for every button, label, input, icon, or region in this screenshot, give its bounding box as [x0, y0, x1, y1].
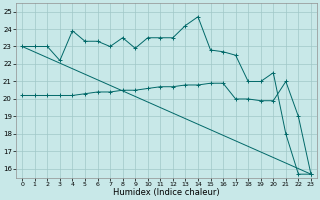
X-axis label: Humidex (Indice chaleur): Humidex (Indice chaleur)	[113, 188, 220, 197]
